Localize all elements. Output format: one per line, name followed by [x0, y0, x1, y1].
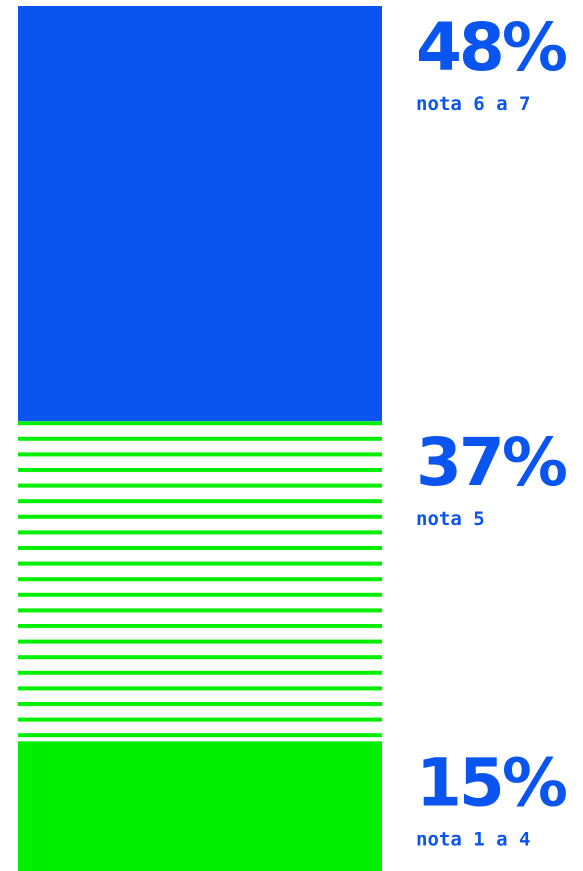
- percent-label-segment-high: 48%: [416, 9, 567, 86]
- category-label-segment-high: nota 6 a 7: [416, 93, 530, 115]
- bar-segment-low: [18, 741, 382, 871]
- percent-label-segment-low: 15%: [416, 744, 567, 821]
- category-label-segment-mid: nota 5: [416, 508, 485, 530]
- segment-labels: 48% nota 6 a 7 37% nota 5 15% nota 1 a 4: [416, 9, 570, 850]
- percent-label-segment-mid: 37%: [416, 424, 567, 501]
- bar-segments: [18, 6, 382, 871]
- bar-segment-high: [18, 6, 382, 422]
- category-label-segment-low: nota 1 a 4: [416, 828, 530, 850]
- bar-segment-mid: [18, 421, 382, 742]
